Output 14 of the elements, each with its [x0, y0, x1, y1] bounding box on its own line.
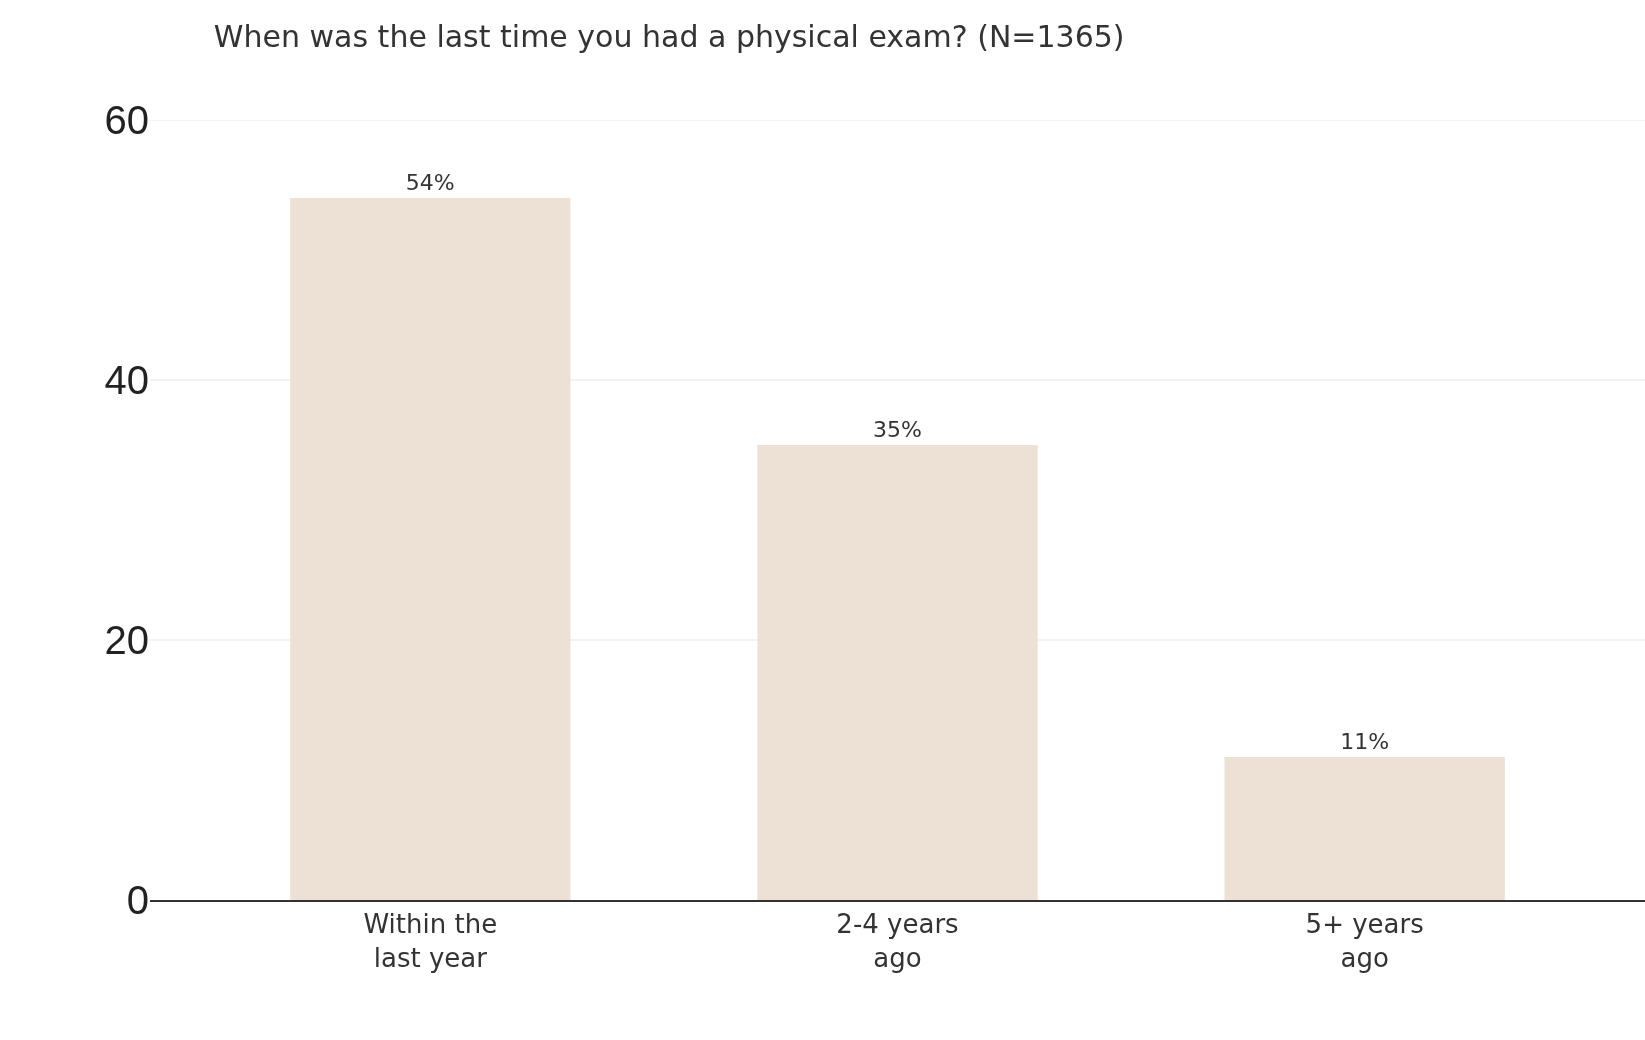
- data-label: 35%: [873, 417, 922, 442]
- data-label: 11%: [1340, 729, 1390, 754]
- y-tick-label: 40: [104, 358, 149, 402]
- x-tick-label: 5+ years ago: [1305, 908, 1424, 973]
- x-tick-label: 2-4 years ago: [836, 908, 959, 973]
- chart-title: When was the last time you had a physical exam? (N=1365): [213, 19, 1125, 54]
- bar: [290, 198, 571, 900]
- y-tick-label: 60: [104, 98, 149, 142]
- bar: [1224, 757, 1505, 900]
- bar: [757, 445, 1038, 900]
- y-tick-label: 20: [104, 618, 149, 662]
- y-tick-label: 0: [126, 878, 149, 922]
- data-label: 54%: [405, 170, 455, 195]
- x-tick-label: Within the last year: [363, 908, 498, 973]
